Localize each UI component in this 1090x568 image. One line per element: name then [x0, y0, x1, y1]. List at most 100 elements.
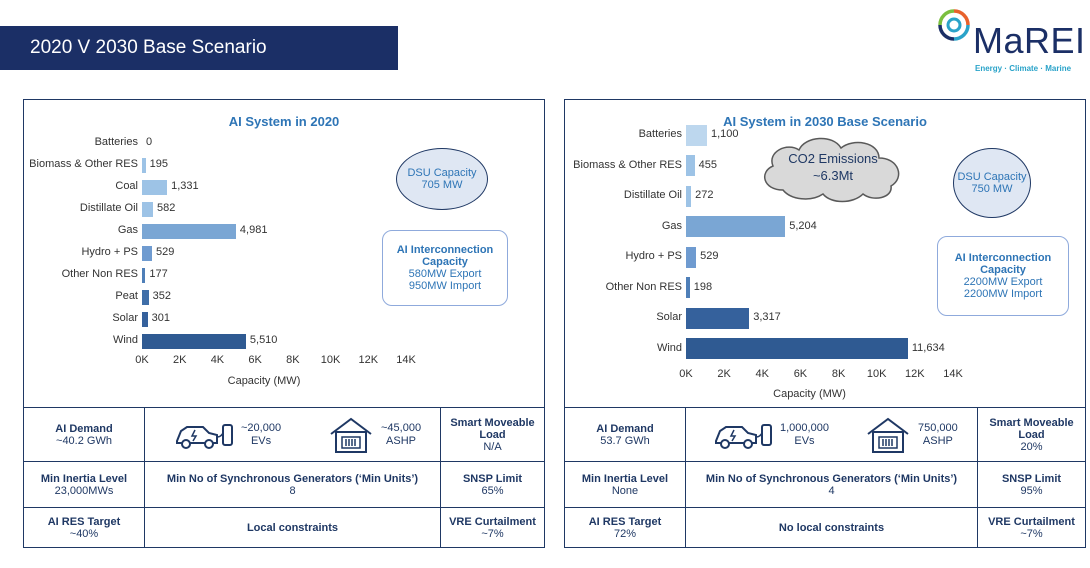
demand-cell: AI Demand 53.7 GWh: [565, 407, 685, 461]
value-label: 5,510: [249, 334, 278, 346]
tick-label: 4K: [755, 368, 770, 380]
bar: [686, 124, 707, 146]
min-units-title: Min No of Synchronous Generators (‘Min U…: [166, 472, 419, 485]
category-label: Hydro + PS: [81, 246, 138, 258]
panel-2020: AI System in 2020 Batteries 0 Biomass & Ot…: [23, 99, 545, 548]
value-label: 177: [149, 268, 168, 280]
bar: [686, 155, 695, 177]
stats-table: AI Demand 53.7 GWh 1,000,000 EVs: [565, 407, 1085, 547]
co2-cloud-icon: [763, 137, 900, 203]
dsu-value: 705 MW: [421, 179, 463, 191]
snsp-cell: SNSP Limit 65%: [440, 461, 544, 507]
dsu-title: DSU Capacity: [957, 171, 1027, 183]
ev-ashp-cell: ~20,000 EVs ~45,000 ASHP: [144, 407, 440, 461]
value-label: 301: [151, 312, 171, 324]
res-target-value: ~40%: [69, 527, 99, 540]
category-label: Gas: [117, 224, 138, 236]
category-label: Peat: [115, 290, 138, 302]
chart-2030: AI System in 2030 Base Scenario Batterie…: [565, 100, 1085, 407]
bar: [686, 277, 690, 299]
inertia-cell: Min Inertia Level None: [565, 461, 685, 507]
value-label: 1,331: [171, 180, 199, 192]
interconnection-export: 580MW Export: [408, 268, 482, 280]
dsu-capacity-bubble: DSU Capacity 705 MW: [396, 148, 488, 210]
chart-2020: AI System in 2020 Batteries 0 Biomass & Ot…: [24, 100, 544, 407]
snsp-title: SNSP Limit: [1001, 472, 1062, 485]
bar: [142, 179, 168, 195]
value-label: 529: [155, 246, 175, 258]
demand-value: 53.7 GWh: [600, 434, 650, 447]
smart-load-title: Smart Moveable Load: [989, 416, 1074, 441]
bar: [686, 216, 786, 238]
tick-label: 8K: [831, 368, 846, 380]
category-label: Solar: [656, 311, 682, 324]
inertia-value: 23,000MWs: [54, 484, 114, 497]
res-target-value: 72%: [613, 527, 637, 540]
category-label: Batteries: [638, 128, 682, 141]
category-label: Coal: [115, 180, 138, 192]
value-label: 198: [693, 280, 713, 293]
res-target-title: AI RES Target: [47, 515, 121, 528]
interconnection-box: AI Interconnection Capacity 2200MW Expor…: [937, 236, 1069, 316]
panel-2030: AI System in 2030 Base Scenario Batterie…: [564, 99, 1086, 548]
value-label: 272: [695, 189, 714, 202]
category-label: Biomass & Other RES: [29, 158, 138, 170]
ev-ashp-cell: 1,000,000 EVs 750,000 ASHP: [685, 407, 977, 461]
bar: [686, 338, 908, 360]
category-label: Distillate Oil: [623, 189, 682, 202]
bar: [142, 201, 153, 217]
category-label: Batteries: [94, 136, 138, 148]
constraints-text: Local constraints: [246, 521, 339, 534]
min-units-title: Min No of Synchronous Generators (‘Min U…: [705, 472, 958, 485]
interconnection-title: AI Interconnection Capacity: [954, 252, 1052, 276]
value-label: 455: [698, 158, 718, 171]
category-label: Biomass & Other RES: [573, 158, 682, 171]
smart-load-cell: Smart Moveable Load N/A: [440, 407, 544, 461]
smart-load-value: 20%: [1020, 440, 1043, 453]
tick-label: 6K: [248, 354, 262, 366]
min-units-value: 8: [289, 484, 296, 497]
value-label: 1,100: [710, 128, 739, 141]
inertia-title: Min Inertia Level: [581, 472, 669, 485]
snsp-value: 65%: [481, 484, 504, 497]
value-label: 529: [700, 250, 719, 263]
res-target-cell: AI RES Target ~40%: [24, 507, 144, 547]
value-label: 352: [152, 290, 171, 302]
inertia-value: None: [611, 484, 639, 497]
logo-name: MaREI: [973, 20, 1086, 61]
min-units-cell: Min No of Synchronous Generators (‘Min U…: [144, 461, 440, 507]
inertia-cell: Min Inertia Level 23,000MWs: [24, 461, 144, 507]
interconnection-import: 2200MW Import: [963, 288, 1043, 300]
demand-cell: AI Demand ~40.2 GWh: [24, 407, 144, 461]
interconnection-box: AI Interconnection Capacity 580MW Export…: [382, 230, 508, 306]
category-label: Solar: [112, 312, 138, 324]
category-label: Wind: [112, 334, 138, 346]
chart-title: AI System in 2030 Base Scenario: [723, 114, 927, 129]
ashp-value: ~45,000: [381, 422, 422, 434]
marei-logo: MaREI Energy · Climate · Marine: [935, 6, 1085, 76]
bar: [686, 246, 697, 268]
dsu-title: DSU Capacity: [407, 167, 477, 179]
category-label: Distillate Oil: [79, 202, 138, 214]
ashp-value: 750,000: [918, 422, 958, 434]
bar: [142, 223, 236, 239]
vre-title: VRE Curtailment: [988, 515, 1075, 528]
electric-car-icon: [715, 424, 772, 449]
inertia-title: Min Inertia Level: [40, 472, 128, 485]
tick-label: 0K: [679, 368, 693, 380]
bar: [142, 267, 146, 283]
tick-label: 6K: [793, 368, 808, 380]
evs-value: 1,000,000: [780, 422, 829, 434]
co2-label: CO2 Emissions ~6.3Mt: [753, 150, 913, 184]
bar: [142, 333, 246, 349]
vre-title: VRE Curtailment: [449, 515, 536, 528]
logo-tagline: Energy · Climate · Marine: [975, 64, 1072, 73]
demand-value: ~40.2 GWh: [56, 434, 112, 447]
interconnection-title: AI Interconnection Capacity: [396, 244, 494, 268]
value-label: 4,981: [239, 224, 268, 236]
interconnection-export: 2200MW Export: [963, 276, 1043, 288]
bar: [142, 289, 149, 305]
evs-label: EVs: [250, 435, 272, 447]
co2-value: ~6.3Mt: [812, 168, 854, 183]
min-units-cell: Min No of Synchronous Generators (‘Min U…: [685, 461, 977, 507]
